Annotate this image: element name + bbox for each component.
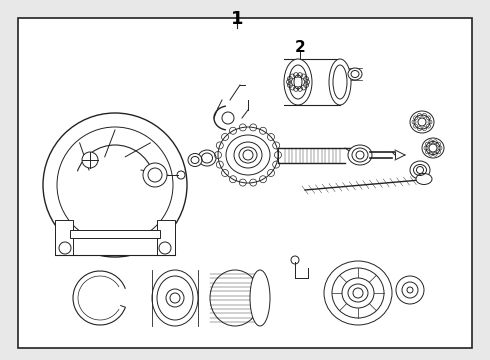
Circle shape	[396, 276, 424, 304]
Ellipse shape	[329, 59, 351, 105]
Ellipse shape	[284, 59, 312, 105]
Text: 1: 1	[231, 10, 243, 28]
Ellipse shape	[210, 270, 260, 326]
Ellipse shape	[348, 68, 362, 80]
Ellipse shape	[198, 150, 216, 166]
Bar	[70, 230, 160, 238]
Circle shape	[43, 113, 187, 257]
Ellipse shape	[324, 261, 392, 325]
Text: 2: 2	[294, 40, 305, 55]
Circle shape	[143, 163, 167, 187]
Ellipse shape	[348, 145, 372, 165]
Ellipse shape	[250, 270, 270, 326]
Ellipse shape	[294, 75, 302, 89]
Bar	[55, 220, 73, 255]
Ellipse shape	[422, 138, 444, 158]
Ellipse shape	[234, 142, 262, 168]
Ellipse shape	[218, 127, 278, 183]
Ellipse shape	[188, 153, 202, 166]
Ellipse shape	[416, 174, 432, 184]
Ellipse shape	[152, 270, 198, 326]
Circle shape	[82, 152, 98, 168]
Ellipse shape	[410, 111, 434, 133]
Bar	[55, 233, 175, 255]
Ellipse shape	[342, 278, 374, 308]
Bar	[157, 220, 175, 255]
Ellipse shape	[410, 161, 430, 179]
Circle shape	[166, 289, 184, 307]
